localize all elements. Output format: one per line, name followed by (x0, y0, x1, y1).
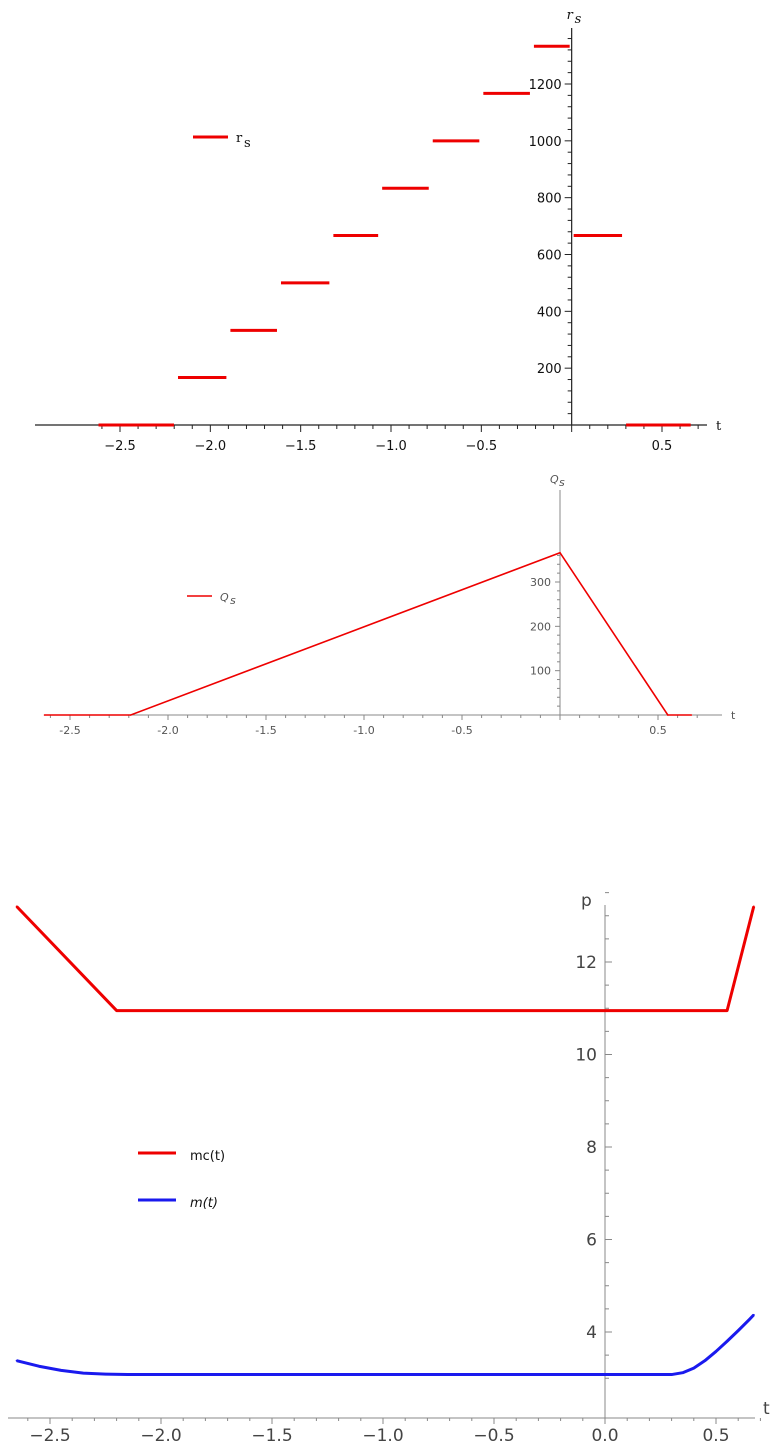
series-line-m (16, 1313, 755, 1377)
data-point-m (60, 1369, 63, 1372)
y-axis-label: r (567, 8, 574, 23)
x-axis-label: t (731, 709, 736, 722)
x-tick-label: -1.5 (255, 724, 276, 737)
x-tick-label: -0.5 (451, 724, 472, 737)
data-point-m (703, 1359, 706, 1362)
x-tick-label: −1.0 (362, 1426, 403, 1443)
legend-label-qs-sub: s (230, 594, 236, 607)
data-point-m (104, 1373, 107, 1376)
x-tick-label: 0.5 (649, 724, 667, 737)
y-tick-label: 200 (530, 620, 551, 633)
data-point-m (752, 1313, 755, 1316)
x-tick-label: −1.5 (251, 1426, 292, 1443)
y-tick-label: 12 (575, 953, 597, 973)
data-point-m (692, 1367, 695, 1370)
y-tick-label: 8 (586, 1138, 597, 1158)
x-tick-label: -2.0 (157, 724, 178, 737)
data-point-m (681, 1371, 684, 1374)
y-tick-label: 10 (575, 1046, 597, 1066)
data-point-m (126, 1373, 129, 1376)
legend-label-m: m(t) (190, 1196, 218, 1211)
x-tick-label: 0.5 (652, 439, 673, 454)
legend-label-qs: Q (220, 591, 229, 604)
y-tick-label: 1000 (529, 135, 562, 150)
x-tick-label: 0.0 (591, 1426, 618, 1443)
y-axis-label-sub: s (559, 476, 565, 489)
x-tick-label: −2.5 (104, 439, 136, 454)
data-point-qs (129, 714, 132, 716)
chart-p-svg: −2.5 −2.0 −1.5 −1.0 −0.5 0.0 0.5 4 6 8 10 12 t p mc(t)… (8, 891, 770, 1443)
series-line-mc (15, 905, 756, 1013)
chart-rs-svg: −2.5 −2.0 −1.5 −1.0 −0.5 0.5 200 400 600 800 1000 1… (35, 8, 722, 454)
x-tick-label: −1.0 (375, 439, 407, 454)
series-line-qs (44, 551, 692, 716)
x-tick-label: −2.0 (195, 439, 227, 454)
data-point-m (82, 1372, 85, 1375)
x-tick-label: −0.5 (473, 1426, 514, 1443)
x-tick-label: −1.5 (285, 439, 317, 454)
chart-p: −2.5 −2.0 −1.5 −1.0 −0.5 0.0 0.5 4 6 8 10 12 t p mc(t)… (0, 890, 772, 1443)
x-tick-label: 0.5 (702, 1426, 729, 1443)
y-tick-label: 600 (537, 249, 562, 264)
data-point-qs (43, 714, 46, 716)
data-point-m (37, 1365, 40, 1368)
y-tick-label: 4 (586, 1323, 597, 1343)
y-tick-label: 800 (537, 192, 562, 207)
data-point-m (15, 1359, 18, 1362)
data-point-mc (115, 1009, 118, 1012)
y-axis-label-sub: s (575, 12, 582, 27)
legend-label-rs-sub: s (244, 136, 251, 151)
y-tick-label: 6 (586, 1231, 597, 1251)
data-point-mc (15, 905, 18, 908)
y-tick-label: 300 (530, 576, 551, 589)
x-tick-label: −2.5 (29, 1426, 70, 1443)
y-tick-label: 100 (530, 665, 551, 678)
data-point-m (748, 1318, 751, 1321)
y-axis-label: Q (550, 473, 559, 486)
y-tick-label: 1200 (529, 78, 562, 93)
data-point-qs (667, 714, 669, 716)
x-tick-label: -2.5 (59, 724, 80, 737)
x-tick-label: −0.5 (466, 439, 498, 454)
chart-rs: −2.5 −2.0 −1.5 −1.0 −0.5 0.5 200 400 600 800 1000 1… (0, 0, 772, 470)
x-tick-label: -1.0 (353, 724, 374, 737)
data-point-m (737, 1329, 740, 1332)
y-tick-label: 200 (537, 362, 562, 377)
x-axis-label: t (716, 419, 722, 434)
x-tick-label: −2.0 (140, 1426, 181, 1443)
y-axis-label: p (581, 891, 592, 911)
legend-label-mc: mc(t) (190, 1149, 225, 1164)
x-axis-label: t (763, 1399, 770, 1419)
data-point-m (715, 1350, 717, 1353)
data-point-m (670, 1373, 673, 1376)
data-point-mc (726, 1009, 729, 1012)
y-tick-label: 400 (537, 305, 562, 320)
data-point-m (726, 1340, 729, 1343)
data-point-qs (690, 714, 693, 716)
data-point-mc (752, 905, 755, 908)
legend-label-rs: r (236, 131, 243, 146)
data-point-qs (559, 551, 561, 554)
